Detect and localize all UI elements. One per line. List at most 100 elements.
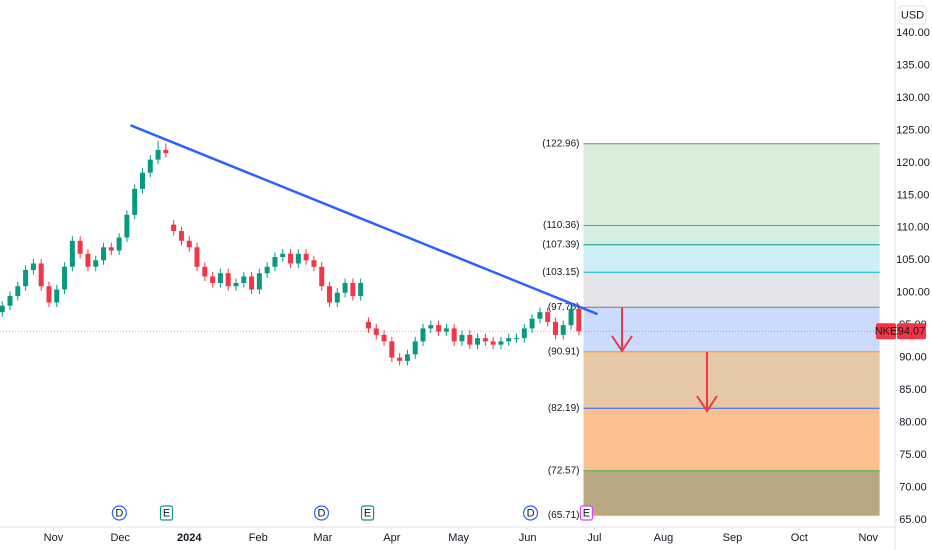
candle-body <box>225 273 231 287</box>
candle-body <box>202 266 208 277</box>
plot: (122.96) (110.36) (107.39) (103.15) (97.76) (… <box>0 124 895 521</box>
candle-body <box>459 334 465 342</box>
candle-body <box>249 276 255 290</box>
candle-body <box>568 308 574 326</box>
event-marker <box>360 505 375 521</box>
candle-body <box>537 312 543 319</box>
candle-body <box>521 328 527 339</box>
fib-band <box>583 470 880 516</box>
candle-body <box>420 328 426 342</box>
y-tick-label: 110.00 <box>897 222 930 234</box>
candle-body <box>428 325 434 329</box>
fib-label: (65.71) <box>548 510 580 521</box>
x-tick-label: Jun <box>519 532 537 544</box>
fib-band <box>583 244 880 273</box>
currency: USD <box>901 9 924 21</box>
x-tick-label: Sep <box>723 532 743 544</box>
y-tick-label: 140.00 <box>896 27 930 39</box>
fib-label: (82.19) <box>548 403 580 414</box>
y-tick-label: 70.00 <box>899 481 927 493</box>
fib-label: (103.15) <box>542 267 579 278</box>
candle-body <box>23 269 29 287</box>
candle-body <box>529 318 535 329</box>
candle-body <box>560 325 566 335</box>
fib-fills <box>583 143 880 516</box>
candle-body <box>69 240 75 267</box>
x-tick-label: Jul <box>587 532 601 544</box>
candle-body <box>132 188 138 215</box>
candle-body <box>0 305 5 313</box>
candle-body <box>576 308 582 332</box>
candle-body <box>412 341 418 355</box>
candle-body <box>350 282 356 296</box>
candle-body <box>397 357 403 361</box>
event-label: D <box>115 507 123 519</box>
x-tick-label: Nov <box>859 532 879 544</box>
candle-body <box>327 286 333 303</box>
candle-body <box>30 263 36 270</box>
fib-label: (107.39) <box>542 239 579 250</box>
candle-body <box>217 273 223 283</box>
candle-body <box>163 149 169 154</box>
x-tick-label: Nov <box>44 532 64 544</box>
candle-body <box>389 341 395 358</box>
fib-band <box>583 408 880 471</box>
event-marker <box>159 505 174 521</box>
candle-body <box>514 338 520 340</box>
candle-body <box>373 328 379 335</box>
axes: 65.0070.0075.0080.0085.0090.0095.00100.0… <box>44 27 930 544</box>
candle-body <box>545 312 551 322</box>
fib-band <box>583 272 880 308</box>
candle-body <box>311 260 317 267</box>
event-label: E <box>364 507 371 519</box>
y-tick-label: 65.00 <box>899 514 927 526</box>
candle-body <box>288 253 294 264</box>
candle-body <box>256 273 262 290</box>
candle-body <box>62 266 68 290</box>
candle-body <box>319 266 325 287</box>
x-tick-label: Dec <box>110 532 130 544</box>
candle-body <box>482 338 488 342</box>
y-tick-label: 125.00 <box>896 124 930 136</box>
y-tick-label: 85.00 <box>899 384 927 396</box>
event-marker <box>111 505 127 521</box>
fib-label: (110.36) <box>543 220 580 231</box>
event-label: D <box>318 507 326 519</box>
x-tick-label: May <box>448 532 469 544</box>
candle-body <box>295 253 301 264</box>
candle-body <box>210 276 216 283</box>
candle-body <box>241 276 247 283</box>
event-marker <box>522 505 539 521</box>
candle-body <box>342 282 348 293</box>
candle-body <box>365 321 371 329</box>
price-tag-label: 94.07 <box>898 326 926 338</box>
y-tick-label: 105.00 <box>896 254 930 266</box>
fib-label: (122.96) <box>542 138 579 149</box>
y-tick-label: 90.00 <box>899 352 927 364</box>
event-label: E <box>583 507 590 519</box>
y-tick-label: 115.00 <box>897 189 930 201</box>
candle-body <box>139 172 145 189</box>
x-tick-label: Feb <box>249 532 268 544</box>
price-tag <box>897 323 926 340</box>
symbol-tag <box>876 323 896 340</box>
fib-band <box>583 351 880 409</box>
currency-box <box>898 5 927 25</box>
fib-label: (72.57) <box>548 465 580 476</box>
candle-body <box>233 282 239 287</box>
candle-body <box>451 328 457 342</box>
trend-line <box>129 124 599 316</box>
fib-label: (90.91) <box>548 346 580 357</box>
candle-body <box>15 286 21 296</box>
candle-body <box>506 338 512 342</box>
x-tick-label: Apr <box>383 532 400 544</box>
fib-label: (97.76) <box>548 302 580 313</box>
candle-body <box>358 282 364 296</box>
candle-body <box>85 253 91 267</box>
x-tick-label: 2024 <box>177 532 202 544</box>
x-tick-label: Oct <box>791 532 808 544</box>
fib-band <box>583 143 880 226</box>
y-tick-label: 75.00 <box>899 449 927 461</box>
candle-body <box>404 354 410 361</box>
